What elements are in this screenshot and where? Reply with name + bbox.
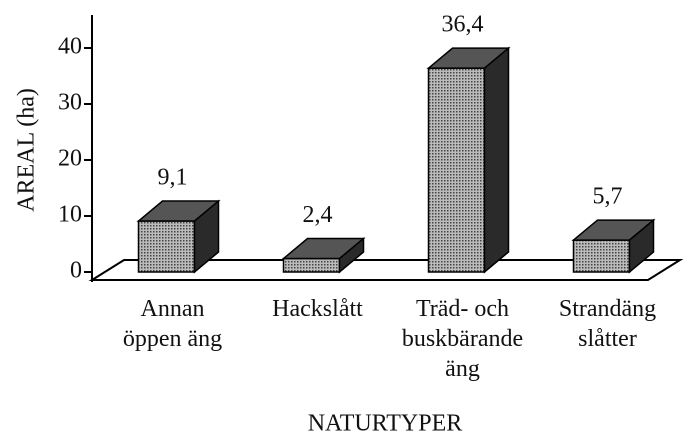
y-tick-label: 40 (58, 34, 82, 60)
x-tick-line: Hackslått (272, 296, 363, 322)
x-tick-line: Annan (141, 296, 205, 322)
x-axis-label: NATURTYPER (308, 411, 463, 437)
x-tick-label: Annan öppen äng (123, 296, 222, 352)
y-tick-label: 0 (70, 258, 82, 284)
bar (572, 239, 631, 273)
bar (282, 257, 341, 273)
y-tick-label: 30 (58, 90, 82, 116)
x-tick-line: Träd- och (416, 296, 509, 322)
floor (88, 259, 684, 281)
x-tick-label: Träd- och buskbärande äng (402, 296, 523, 382)
y-tick-label: 20 (58, 146, 82, 172)
x-tick-line: slåtter (578, 326, 637, 352)
x-tick-label: Strandäng slåtter (559, 296, 656, 352)
x-tick-line: öppen äng (123, 326, 222, 352)
bar (427, 67, 486, 273)
x-tick-line: Strandäng (559, 296, 656, 322)
x-tick-line: äng (445, 356, 480, 382)
bar-side (193, 199, 220, 274)
x-tick-label: Hackslått (272, 296, 363, 322)
y-tick-label: 10 (58, 202, 82, 228)
value-label: 2,4 (303, 202, 333, 228)
bar-side (483, 46, 510, 274)
bar-side (628, 218, 655, 274)
y-axis-label: AREAL (ha) (14, 88, 40, 212)
bar-side (338, 236, 365, 274)
bar (137, 220, 196, 273)
value-label: 9,1 (158, 165, 188, 191)
value-label: 5,7 (593, 184, 623, 210)
x-tick-line: buskbärande (402, 326, 523, 352)
value-label: 36,4 (442, 12, 484, 38)
